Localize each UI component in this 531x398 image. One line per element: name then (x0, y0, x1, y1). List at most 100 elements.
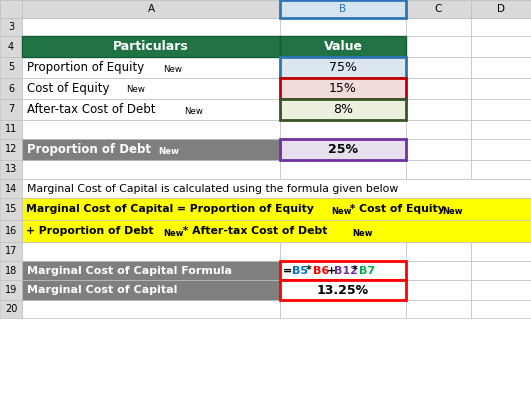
Bar (22, 36, 280, 57)
Bar (471, 18, 531, 36)
Bar (0, 179, 22, 198)
Bar (406, 179, 471, 198)
Text: Particulars: Particulars (113, 40, 189, 53)
Text: =: = (283, 265, 292, 275)
Bar (406, 57, 471, 78)
Text: 75%: 75% (329, 61, 357, 74)
Bar (406, 261, 471, 280)
Text: 8%: 8% (333, 103, 353, 116)
Bar (280, 300, 406, 318)
Text: D: D (497, 4, 505, 14)
Text: 25%: 25% (328, 143, 358, 156)
Bar (22, 0, 280, 18)
Text: Marginal Cost of Capital = Proportion of Equity: Marginal Cost of Capital = Proportion of… (26, 204, 314, 214)
Text: + Proportion of Debt: + Proportion of Debt (26, 226, 153, 236)
Bar (406, 36, 471, 57)
Bar (0, 242, 22, 261)
Bar (406, 120, 471, 139)
Bar (471, 0, 531, 18)
Bar (22, 220, 531, 242)
Text: 5: 5 (8, 62, 14, 72)
Bar (471, 160, 531, 179)
Text: 12: 12 (5, 144, 17, 154)
Text: 18: 18 (5, 265, 17, 275)
Text: 3: 3 (8, 22, 14, 32)
Text: * Cost of Equity: * Cost of Equity (346, 204, 445, 214)
Bar (280, 78, 406, 99)
Text: Cost of Equity: Cost of Equity (27, 82, 113, 95)
Text: Marginal Cost of Capital is calculated using the formula given below: Marginal Cost of Capital is calculated u… (27, 183, 398, 193)
Text: Marginal Cost of Capital: Marginal Cost of Capital (27, 285, 177, 295)
Text: * After-tax Cost of Debt: * After-tax Cost of Debt (179, 226, 328, 236)
Bar (471, 198, 531, 220)
Bar (406, 300, 471, 318)
Bar (22, 99, 280, 120)
Bar (0, 18, 22, 36)
Text: New: New (126, 86, 145, 94)
Text: 6: 6 (8, 84, 14, 94)
Bar (0, 280, 22, 300)
Text: B7: B7 (359, 265, 375, 275)
Bar (280, 57, 406, 78)
Bar (406, 160, 471, 179)
Bar (22, 120, 280, 139)
Bar (22, 280, 280, 300)
Bar (471, 242, 531, 261)
Bar (471, 220, 531, 242)
Bar (22, 99, 280, 120)
Bar (22, 160, 280, 179)
Bar (0, 120, 22, 139)
Text: 14: 14 (5, 183, 17, 193)
Text: New: New (184, 107, 203, 115)
Bar (280, 280, 406, 300)
Text: Value: Value (323, 40, 363, 53)
Text: Marginal Cost of Capital Formula: Marginal Cost of Capital Formula (27, 265, 232, 275)
Bar (406, 99, 471, 120)
Bar (280, 0, 406, 18)
Text: B5: B5 (292, 265, 308, 275)
Bar (280, 261, 406, 280)
Text: B6: B6 (313, 265, 329, 275)
Bar (406, 242, 471, 261)
Bar (406, 18, 471, 36)
Bar (22, 57, 280, 78)
Bar (0, 261, 22, 280)
Bar (471, 78, 531, 99)
Bar (280, 18, 406, 36)
Text: 13.25%: 13.25% (317, 283, 369, 297)
Bar (0, 78, 22, 99)
Text: 7: 7 (8, 105, 14, 115)
Bar (280, 160, 406, 179)
Bar (280, 57, 406, 78)
Text: A: A (148, 4, 155, 14)
Text: 17: 17 (5, 246, 17, 256)
Bar (471, 99, 531, 120)
Bar (0, 300, 22, 318)
Text: 20: 20 (5, 304, 17, 314)
Bar (280, 0, 406, 18)
Bar (471, 300, 531, 318)
Bar (0, 99, 22, 120)
Bar (280, 261, 406, 280)
Text: B12: B12 (334, 265, 358, 275)
Bar (22, 261, 280, 280)
Bar (0, 139, 22, 160)
Bar (22, 242, 280, 261)
Bar (22, 198, 280, 220)
Bar (471, 0, 531, 18)
Text: +: + (327, 265, 336, 275)
Bar (0, 0, 22, 18)
Bar (0, 57, 22, 78)
Bar (280, 120, 406, 139)
Bar (471, 36, 531, 57)
Bar (280, 139, 406, 160)
Text: 11: 11 (5, 125, 17, 135)
Bar (471, 139, 531, 160)
Bar (280, 78, 406, 99)
Text: New: New (163, 64, 182, 74)
Bar (22, 139, 280, 160)
Text: 15: 15 (5, 204, 17, 214)
Bar (22, 220, 280, 242)
Bar (22, 179, 280, 198)
Bar (22, 179, 531, 198)
